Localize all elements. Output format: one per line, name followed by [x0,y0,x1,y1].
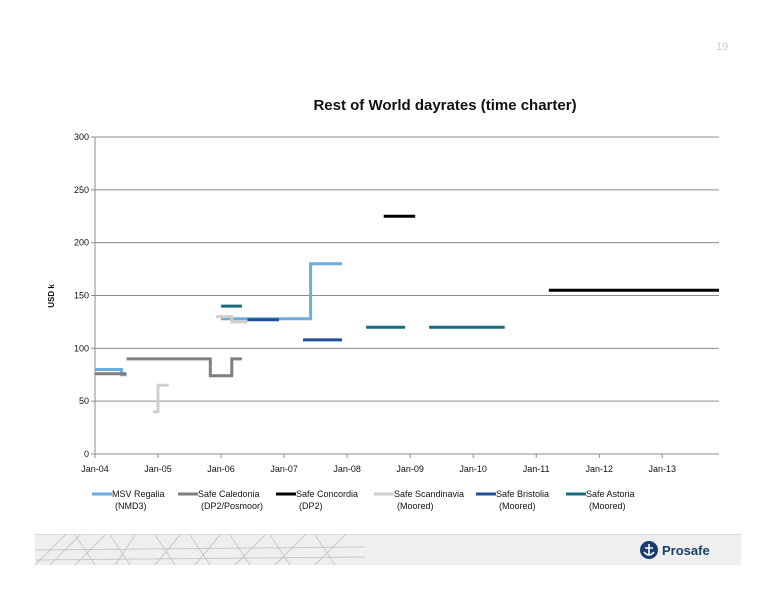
legend-label: Safe Scandinavia (Moored) [394,489,464,511]
rig-lattice-illustration [35,535,365,565]
x-tick-label: Jan-08 [333,464,361,474]
series-line-3 [216,315,248,324]
x-tick-label: Jan-04 [81,464,109,474]
x-tick-label: Jan-09 [396,464,424,474]
chart-title: Rest of World dayrates (time charter) [313,97,576,114]
y-tick-label: 150 [74,291,89,301]
footer-band [35,535,741,565]
series-lines [95,214,719,414]
x-tick-label: Jan-11 [523,464,550,474]
dayrate-chart: Rest of World dayrates (time charter) US… [47,97,719,511]
gridlines [95,136,719,402]
series-line-1 [126,357,242,378]
y-tick-label: 0 [84,449,89,459]
series-line-0 [221,262,343,321]
x-tick-label: Jan-05 [144,464,172,474]
x-tick-label: Jan-07 [270,464,298,474]
brand: Prosafe [640,540,710,560]
axes: 0 50 100 150 200 250 300 Jan-04 Jan-05 Jan-06 Jan-… [74,132,719,474]
legend-label: Safe Concordia (DP2) [296,489,358,511]
prosafe-anchor-icon [640,541,658,559]
legend: MSV Regalia (NMD3) Safe Caledonia (DP2/Posm… [92,489,635,511]
y-tick-label: 200 [74,238,89,248]
y-tick-label: 250 [74,185,89,195]
legend-label: MSV Regalia (NMD3) [112,489,165,511]
x-tick-label: Jan-12 [585,464,613,474]
brand-name: Prosafe [662,542,710,558]
y-axis-label: USD k [47,284,56,308]
y-tick-label: 50 [79,396,89,406]
x-tick-label: Jan-10 [459,464,487,474]
y-tick-label: 100 [74,343,89,353]
x-tick-label: Jan-06 [207,464,235,474]
page-number: 19 [716,41,729,53]
legend-label: Safe Bristolia (Moored) [496,489,549,511]
footer-divider [35,534,741,535]
x-tick-label: Jan-13 [649,464,677,474]
y-tick-label: 300 [74,132,89,142]
legend-label: Safe Astoria (Moored) [586,489,635,511]
series-line-3 [153,383,169,414]
legend-label: Safe Caledonia (DP2/Posmoor) [198,489,263,511]
